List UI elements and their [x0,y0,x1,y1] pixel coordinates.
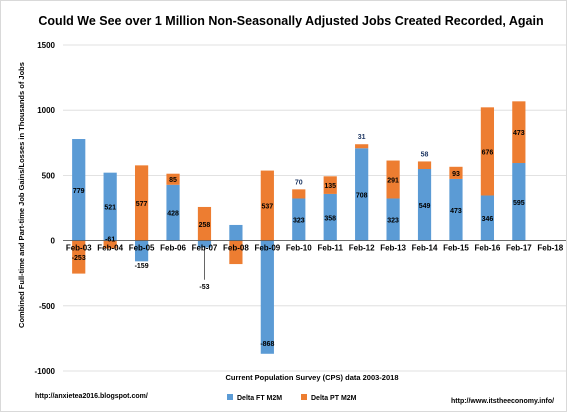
data-label: 595 [513,200,525,207]
x-tick-label: Feb-13 [380,244,406,253]
data-label: 58 [421,151,429,158]
bar-pt [480,107,495,196]
y-tick-label: -500 [39,302,56,311]
bar-ft [480,195,495,241]
data-label: -868 [260,341,274,348]
data-label: 70 [295,179,303,186]
data-label: 473 [513,130,525,137]
x-tick-label: Feb-05 [129,244,155,253]
data-label: -159 [135,263,149,270]
x-tick-label: Feb-16 [475,244,501,253]
bar-pt [72,240,86,274]
bar-pt [103,240,117,249]
bar-pt [134,165,149,241]
bar-pt [197,206,212,241]
bar-ft [197,240,212,248]
data-label: 537 [262,204,274,211]
bar-ft [134,240,149,262]
bar-ft [386,198,400,241]
bar-ft [103,172,117,241]
bar-pt [417,161,432,170]
y-tick-label: 1000 [37,106,55,115]
bar-pt [260,170,274,241]
x-axis-title: Current Population Survey (CPS) data 200… [226,373,399,382]
x-tick-label: Feb-09 [254,244,280,253]
bar-pt [386,160,400,199]
data-label: 358 [324,215,336,222]
x-tick-label: Feb-18 [537,244,563,253]
x-tick-label: Feb-08 [223,244,249,253]
legend-swatch-ft [227,394,233,400]
data-label: 779 [73,188,85,195]
legend-label-pt: Delta PT M2M [311,395,357,402]
data-label: 291 [387,178,399,185]
data-label: 676 [482,149,494,156]
bar-pt [229,240,243,265]
bar-ft [72,139,86,241]
bar-ft [292,198,306,241]
x-tick-label: Feb-12 [349,244,375,253]
bar-ft [323,193,337,241]
x-tick-label: Feb-03 [66,244,92,253]
bar-pt [292,189,306,199]
bar-pt [323,176,337,194]
y-tick-label: 0 [51,237,56,246]
x-tick-label: Feb-04 [97,244,123,253]
legend-label-ft: Delta FT M2M [237,395,282,402]
legend-swatch-pt [301,394,307,400]
data-label: 428 [167,211,179,218]
data-label: -253 [72,255,86,262]
data-label: -53 [199,284,209,291]
data-label: 135 [324,183,336,190]
bar-ft [449,178,463,241]
bar-pt [512,101,526,164]
data-label: 473 [450,208,462,215]
x-tick-label: Feb-06 [160,244,186,253]
x-tick-label: Feb-11 [318,244,344,253]
data-label: 521 [104,205,116,212]
bar-pt [355,144,369,149]
x-tick-label: Feb-14 [412,244,438,253]
y-tick-label: 500 [42,171,56,180]
chart-title: Could We See over 1 Million Non-Seasonal… [38,14,543,28]
bar-ft [355,148,369,241]
data-label: 323 [293,218,305,225]
data-label: 31 [358,134,366,141]
data-label: 346 [482,216,494,223]
y-tick-label: 1500 [37,41,55,50]
legend: Delta FT M2M Delta PT M2M [227,394,357,402]
y-tick-label: -1000 [35,367,56,376]
bar-ft [260,240,274,354]
data-label: 549 [419,203,431,210]
bar-pt [449,166,463,179]
bar-ft [229,224,243,241]
data-label: 258 [199,222,211,229]
data-label: 93 [452,171,460,178]
x-tick-label: Feb-17 [506,244,532,253]
data-label: 577 [136,201,148,208]
data-label: 708 [356,192,368,199]
source-url-left[interactable]: http://anxietea2016.blogspot.com/ [35,393,148,400]
bar-ft [512,163,526,241]
bar-ft [166,184,180,241]
bar-pt [166,173,180,185]
data-label: 323 [387,218,399,225]
y-axis-title: Combined Full-time and Part-time Job Gai… [17,62,26,328]
data-label: -61 [105,236,115,243]
source-url-right[interactable]: http://www.itstheeconomy.info/ [451,398,554,405]
x-tick-label: Feb-15 [443,244,469,253]
bar-ft [417,169,432,241]
x-tick-label: Feb-10 [286,244,312,253]
data-label: 85 [169,177,177,184]
